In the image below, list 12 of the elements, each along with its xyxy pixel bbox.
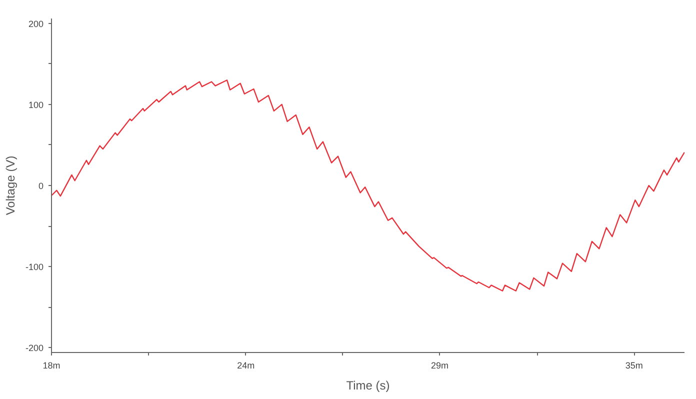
x-axis-title: Time (s): [346, 378, 390, 392]
x-tick-label: 35m: [625, 360, 643, 370]
y-tick-label: 100: [28, 100, 44, 110]
x-tick-label: 29m: [431, 360, 449, 370]
y-tick-label: 0: [38, 181, 44, 191]
line-series: [52, 80, 684, 292]
x-tick-label: 24m: [237, 360, 255, 370]
y-tick-label: -200: [25, 343, 44, 354]
y-tick-label: 200: [28, 18, 44, 29]
y-axis-title: Voltage (V): [3, 156, 18, 216]
y-tick-label: -100: [25, 262, 44, 272]
x-tick-label: 18m: [42, 360, 60, 370]
